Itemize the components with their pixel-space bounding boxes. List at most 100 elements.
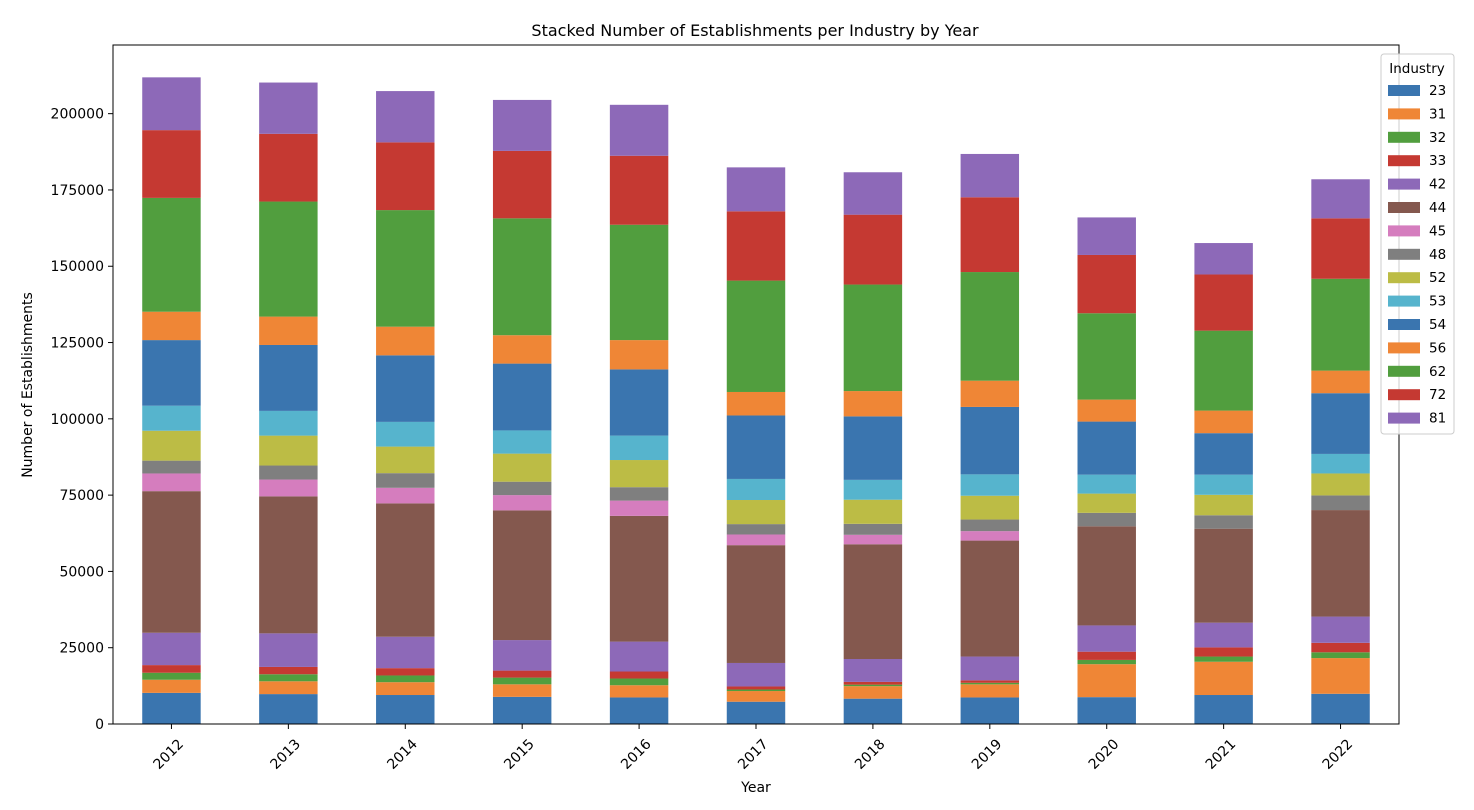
bar-segment-2015-33 [492, 670, 552, 678]
bar-segment-2013-31 [259, 681, 318, 695]
bar-segment-2016-62 [609, 224, 669, 341]
bar-segment-2021-54 [1194, 433, 1253, 475]
bar-segment-2017-33 [726, 686, 786, 690]
bar-segment-2020-53 [1077, 474, 1136, 494]
bar-segment-2012-54 [142, 340, 201, 406]
bar-segment-2021-56 [1194, 410, 1253, 434]
bar-segment-2016-54 [609, 369, 669, 436]
bar-segment-2014-32 [376, 675, 435, 683]
bar-segment-2014-52 [376, 446, 435, 474]
bar-segment-2019-31 [960, 684, 1020, 698]
bar-segment-2022-33 [1311, 642, 1370, 653]
bar-segment-2022-23 [1311, 693, 1370, 724]
bar-segment-2022-44 [1311, 510, 1370, 617]
legend-swatch-44 [1388, 202, 1420, 213]
x-tick-label: 2012 [151, 736, 188, 773]
legend-label-44: 44 [1429, 200, 1446, 216]
bar-segment-2022-56 [1311, 370, 1370, 394]
legend-swatch-31 [1388, 108, 1420, 120]
bar-segment-2019-44 [960, 540, 1020, 657]
bar-segment-2013-62 [259, 201, 318, 317]
bar-segment-2012-44 [142, 491, 201, 633]
bar-segment-2012-42 [142, 632, 201, 666]
bar-segment-2016-72 [609, 155, 669, 225]
bar-segment-2021-32 [1194, 656, 1253, 662]
bar-segment-2013-54 [259, 344, 318, 411]
bar-segment-2019-53 [960, 474, 1020, 496]
bar-segment-2014-31 [376, 682, 435, 696]
bar-segment-2016-45 [609, 500, 669, 516]
bar-segment-2018-53 [843, 479, 903, 500]
bar-segment-2018-52 [843, 499, 903, 524]
bar-segment-2018-32 [843, 684, 903, 687]
legend-label-32: 32 [1429, 130, 1446, 146]
legend-box [1380, 53, 1455, 435]
bar-segment-2012-53 [142, 405, 201, 431]
bar-segment-2012-31 [142, 679, 201, 693]
bar-segment-2016-31 [609, 685, 669, 698]
bar-segment-2013-48 [259, 465, 318, 480]
x-tick-label: 2019 [969, 736, 1006, 773]
bar-segment-2021-31 [1194, 661, 1253, 696]
bar-segment-2019-52 [960, 495, 1020, 520]
legend-label-81: 81 [1429, 411, 1446, 427]
legend-label-62: 62 [1429, 364, 1446, 380]
bar-segment-2017-52 [726, 500, 786, 525]
legend-swatch-45 [1388, 225, 1420, 237]
bar-segment-2015-48 [492, 481, 552, 496]
legend-label-45: 45 [1429, 223, 1446, 239]
bar-segment-2013-23 [259, 694, 318, 724]
bar-segment-2015-81 [492, 99, 552, 151]
bar-segment-2012-62 [142, 197, 201, 312]
bars-layer [142, 77, 1370, 724]
bar-segment-2018-42 [843, 659, 903, 682]
bar-segment-2019-33 [960, 680, 1020, 683]
y-tick-label: 175000 [51, 183, 104, 199]
bar-segment-2012-32 [142, 672, 201, 680]
bar-segment-2017-53 [726, 478, 786, 501]
bar-segment-2014-33 [376, 668, 435, 676]
bar-segment-2012-56 [142, 311, 201, 341]
bar-segment-2017-54 [726, 415, 786, 479]
bar-segment-2013-44 [259, 496, 318, 634]
y-tick-label: 0 [95, 717, 104, 733]
legend-label-33: 33 [1429, 153, 1446, 169]
bar-segment-2014-81 [376, 91, 435, 143]
bar-segment-2014-42 [376, 636, 435, 669]
bar-segment-2015-45 [492, 495, 552, 511]
legend-swatch-32 [1388, 131, 1420, 143]
legend-swatch-53 [1388, 295, 1420, 307]
bar-segment-2016-33 [609, 671, 669, 679]
bar-segment-2019-62 [960, 272, 1020, 381]
legend-swatch-72 [1388, 389, 1420, 401]
bar-segment-2022-81 [1311, 179, 1370, 219]
bar-segment-2014-23 [376, 695, 435, 724]
bar-segment-2022-48 [1311, 495, 1370, 511]
bar-segment-2020-52 [1077, 493, 1136, 513]
bar-segment-2015-72 [492, 150, 552, 219]
bar-segment-2014-53 [376, 421, 435, 447]
bar-segment-2014-44 [376, 503, 435, 637]
bar-segment-2021-62 [1194, 330, 1253, 411]
bar-segment-2021-48 [1194, 515, 1253, 529]
bar-segment-2018-23 [843, 698, 903, 724]
legend: Industry 23 31 32 33 42 44 45 48 52 53 54 56 62 72 81 [1380, 53, 1455, 435]
bar-segment-2022-54 [1311, 393, 1370, 454]
legend-label-72: 72 [1429, 387, 1446, 403]
bar-segment-2018-56 [843, 391, 903, 417]
bar-segment-2012-52 [142, 430, 201, 461]
bar-segment-2020-81 [1077, 217, 1136, 255]
bar-segment-2022-42 [1311, 616, 1370, 643]
bar-segment-2015-32 [492, 677, 552, 685]
legend-label-42: 42 [1429, 177, 1446, 193]
bar-segment-2019-56 [960, 380, 1020, 407]
bar-segment-2015-23 [492, 696, 552, 724]
bar-segment-2018-62 [843, 284, 903, 392]
bar-segment-2018-45 [843, 534, 903, 545]
bar-segment-2016-52 [609, 460, 669, 488]
bar-segment-2014-72 [376, 142, 435, 211]
legend-label-48: 48 [1429, 247, 1446, 263]
bar-segment-2014-45 [376, 487, 435, 504]
